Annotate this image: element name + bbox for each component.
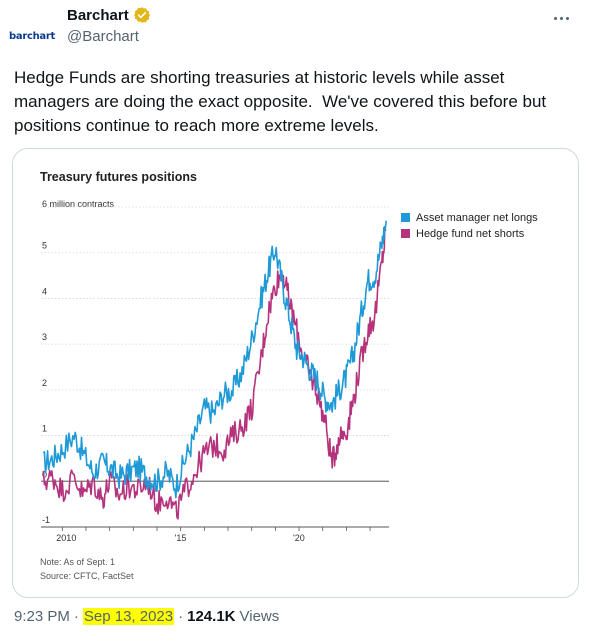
- chart-gridlines: [41, 206, 389, 528]
- display-name[interactable]: Barchart: [67, 6, 129, 24]
- avatar-logo-text: barchart: [9, 30, 55, 42]
- chart-y-tick-label: -1: [42, 515, 50, 525]
- chart-y-tick-label: 0: [42, 469, 47, 479]
- tweet-text: Hedge Funds are shorting treasuries at h…: [14, 68, 551, 135]
- chart: Treasury futures positions 6 million con…: [40, 170, 538, 581]
- chart-note: Note: As of Sept. 1: [40, 557, 115, 567]
- chart-x-tick-label: 2010: [56, 533, 76, 543]
- more-dot-icon: [559, 16, 563, 20]
- chart-series-lines: [42, 220, 387, 520]
- tweet-time[interactable]: 9:23 PM: [14, 608, 70, 625]
- chart-title: Treasury futures positions: [40, 170, 197, 184]
- tweet-footer: 9:23 PM · Sep 13, 2023 · 124.1K Views: [14, 608, 279, 625]
- legend-label: Asset manager net longs: [416, 212, 538, 224]
- chart-ylabel: 6 million contracts: [42, 199, 115, 209]
- chart-y-tick-label: 1: [42, 424, 47, 434]
- chart-y-tick-label: 5: [42, 241, 47, 251]
- chart-x-tick-label: '15: [175, 533, 187, 543]
- views-label: Views: [239, 608, 280, 625]
- more-options-icon[interactable]: [549, 8, 573, 28]
- chart-y-tick-label: 2: [42, 378, 47, 388]
- legend-swatch: [401, 229, 410, 238]
- chart-source: Source: CFTC, FactSet: [40, 571, 134, 581]
- hedge-fund-line: [42, 229, 387, 520]
- chart-y-ticks: 5 4 3 2 1 0 -1: [42, 241, 50, 525]
- verified-badge-icon[interactable]: [133, 6, 151, 24]
- tweet-media-image[interactable]: Treasury futures positions 6 million con…: [12, 148, 579, 598]
- asset-manager-line: [42, 220, 387, 499]
- chart-y-tick-label: 3: [42, 332, 47, 342]
- legend-label: Hedge fund net shorts: [416, 228, 525, 240]
- footer-separator: ·: [178, 608, 184, 625]
- author-name-row: Barchart: [67, 6, 151, 24]
- chart-x-tick-label: '20: [293, 533, 305, 543]
- chart-y-tick-label: 4: [42, 286, 47, 296]
- tweet-date[interactable]: Sep 13, 2023: [82, 608, 175, 625]
- footer-separator: ·: [73, 608, 79, 625]
- views-count: 124.1K: [187, 608, 236, 625]
- author-handle[interactable]: @Barchart: [67, 28, 139, 45]
- more-dot-icon: [553, 16, 557, 20]
- avatar[interactable]: barchart: [8, 12, 56, 60]
- legend-swatch: [401, 213, 410, 222]
- chart-x-ticks: 2010 '15 '20: [41, 526, 389, 543]
- chart-legend: Asset manager net longs Hedge fund net sh…: [401, 212, 538, 240]
- more-dot-icon: [565, 16, 569, 20]
